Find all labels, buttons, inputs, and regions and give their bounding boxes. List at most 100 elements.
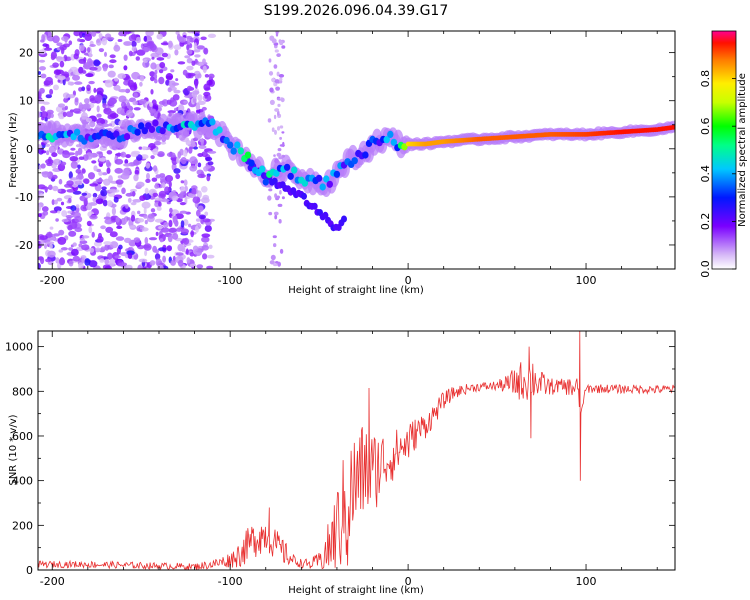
spectrogram-noise-blob xyxy=(197,94,203,102)
spectrogram-noise-blob xyxy=(45,158,54,165)
spectrogram-noise-blob xyxy=(150,76,155,82)
spectrogram-noise-blob xyxy=(162,255,167,263)
spectrogram-noise-blob xyxy=(131,46,137,52)
spectrogram-noise-blob xyxy=(117,39,123,42)
spectrogram-noise-blob xyxy=(153,141,162,146)
spectrogram-noise-blob xyxy=(71,248,79,256)
spectrogram-noise-blob xyxy=(89,120,96,128)
colorbar-tick-label: 0.2 xyxy=(699,213,712,231)
spectrogram-noise-blob xyxy=(111,207,116,216)
spectrogram-noise-blob xyxy=(74,215,83,223)
spectrogram-ridge-point xyxy=(230,147,237,155)
spectrogram-noise-blob xyxy=(139,75,145,82)
spectrogram-noise-blob xyxy=(275,86,280,91)
spectrogram-noise-blob xyxy=(108,64,114,69)
spectrogram-noise-blob xyxy=(127,79,135,88)
spectrogram-noise-blob xyxy=(130,202,137,206)
spectrogram-ridge-point xyxy=(123,133,131,141)
spectrogram-noise-blob xyxy=(48,184,53,191)
spectrogram-noise-blob xyxy=(46,231,53,239)
spectrogram-noise-blob xyxy=(72,108,81,114)
spectrogram-noise-blob xyxy=(89,66,98,71)
spectrogram-noise-blob xyxy=(202,253,208,260)
spectrogram-noise-blob xyxy=(166,99,172,105)
spectrogram-noise-blob xyxy=(107,252,113,260)
spectrogram-noise-blob xyxy=(106,167,111,174)
spectrogram-noise-blob xyxy=(133,107,141,111)
spectrogram-noise-blob xyxy=(188,147,193,154)
spectrogram-noise-blob xyxy=(173,44,182,50)
spectrogram-noise-blob xyxy=(60,161,67,166)
snr-y-axis: 0 200 400 600 800 1000 xyxy=(5,341,675,577)
spectrogram-noise-blob xyxy=(96,105,100,113)
spectrogram-noise-blob xyxy=(130,152,139,157)
x-tick-label: 100 xyxy=(576,575,597,588)
spectrogram-noise-blob xyxy=(132,100,138,106)
spectrogram-noise-blob xyxy=(115,179,124,185)
spectrogram-noise-blob xyxy=(55,257,60,264)
spectrogram-noise-blob xyxy=(72,74,80,81)
spectrogram-noise-blob xyxy=(159,238,164,243)
spectrogram-noise-blob xyxy=(154,249,160,254)
spectrogram-noise-blob xyxy=(59,60,65,68)
spectrogram-noise-blob xyxy=(152,148,159,156)
spectrogram-branch-point xyxy=(301,192,307,200)
spectrogram-noise-blob xyxy=(189,165,198,172)
spectrogram-ridge-point xyxy=(401,143,408,151)
spectrogram-noise-blob xyxy=(74,81,83,85)
spectrogram-noise-blob xyxy=(155,174,161,179)
spectrogram-ridge-point xyxy=(301,179,309,187)
spectrogram-ridge-point xyxy=(291,166,298,174)
spectrogram-noise-blob xyxy=(132,190,136,197)
spectrogram-noise-blob xyxy=(136,154,143,161)
spectrogram-noise-blob xyxy=(198,145,207,149)
spectrogram-noise-blob xyxy=(118,89,127,93)
spectrogram-frame xyxy=(37,30,676,270)
spectrogram-noise-blob xyxy=(167,110,176,114)
spectrogram-noise-blob xyxy=(114,77,119,82)
spectrogram-noise-blob xyxy=(82,154,89,161)
spectrogram-noise-blob xyxy=(87,47,91,53)
spectrogram-noise-blob xyxy=(155,231,159,236)
spectrogram-noise-blob xyxy=(51,199,55,206)
spectrogram-noise-blob xyxy=(41,150,47,154)
spectrogram-noise-blob xyxy=(172,94,180,101)
spectrogram-noise-blob xyxy=(41,34,45,42)
spectrogram-noise-blob xyxy=(72,255,81,262)
spectrogram-noise-blob xyxy=(101,186,107,190)
spectrogram-noise-blob xyxy=(49,244,53,249)
spectrogram-noise-blob xyxy=(56,56,65,63)
spectrogram-noise-blob xyxy=(271,38,277,44)
spectrogram-noise-blob xyxy=(41,171,51,178)
spectrogram-noise-blob xyxy=(70,147,76,151)
spectrogram-noise-blob xyxy=(133,82,137,90)
spectrogram-ridge-point xyxy=(287,172,294,180)
spectrogram-noise-blob xyxy=(39,235,48,241)
spectrogram-noise-blob xyxy=(279,79,283,84)
spectrogram-noise-blob xyxy=(84,98,90,104)
spectrogram-noise-blob xyxy=(177,259,184,267)
spectrogram-noise-blob xyxy=(193,49,201,53)
spectrogram-noise-blob xyxy=(106,150,113,155)
spectrogram-noise-blob xyxy=(139,195,146,202)
spectrogram-noise-blob xyxy=(104,51,107,57)
spectrogram-noise-blob xyxy=(158,69,164,74)
spectrogram-noise-blob xyxy=(48,145,57,154)
spectrogram-noise-blob xyxy=(67,81,72,86)
spectrogram-noise-blob xyxy=(168,227,177,233)
spectrogram-x-label: Height of straight line (km) xyxy=(288,285,424,296)
spectrogram-noise-blob xyxy=(116,225,123,229)
spectrogram-noise-blob xyxy=(46,109,54,115)
spectrogram-noise-blob xyxy=(207,161,214,166)
spectrogram-noise-blob xyxy=(68,260,74,267)
spectrogram-noise-blob xyxy=(175,173,181,180)
spectrogram-noise-blob xyxy=(183,179,188,186)
spectrogram-ridge-point xyxy=(234,141,241,149)
spectrogram-noise-blob xyxy=(57,210,61,214)
spectrogram-noise-blob xyxy=(179,210,188,214)
spectrogram-noise-blob xyxy=(113,196,119,203)
spectrogram-noise-blob xyxy=(53,233,60,237)
spectrogram-noise-blob xyxy=(158,190,167,197)
spectrogram-noise-blob xyxy=(58,249,64,253)
